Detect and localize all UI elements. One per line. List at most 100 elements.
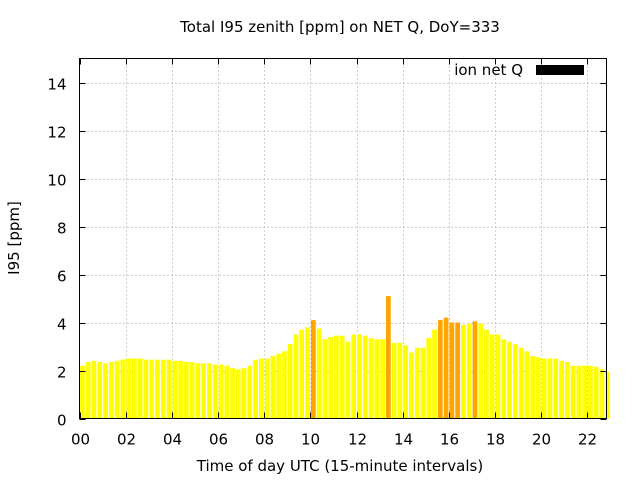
bar — [403, 345, 409, 419]
bar — [564, 362, 570, 419]
bar — [386, 296, 391, 419]
bar — [253, 359, 258, 419]
bar — [282, 351, 287, 419]
bar — [299, 329, 305, 419]
bar — [85, 362, 91, 419]
bar — [328, 336, 334, 419]
y-tick-label: 12 — [47, 124, 66, 142]
x-tick-label: 14 — [394, 431, 413, 449]
bar — [495, 334, 501, 419]
bar — [512, 344, 518, 419]
bar — [362, 335, 368, 419]
y-tick-label: 6 — [57, 268, 67, 286]
bar — [466, 323, 472, 419]
y-axis-label: I95 [ppm] — [5, 201, 23, 275]
y-tick-label: 2 — [57, 364, 67, 382]
bar — [212, 364, 218, 419]
legend-label: ion net Q — [454, 61, 523, 79]
bar — [547, 358, 553, 419]
bar — [218, 364, 224, 419]
bar — [322, 339, 328, 419]
bar — [368, 338, 374, 419]
x-tick-label: 00 — [71, 431, 90, 449]
x-tick-label: 10 — [301, 431, 320, 449]
bar — [189, 362, 195, 419]
bar — [334, 335, 339, 419]
bar — [201, 363, 207, 419]
bar — [293, 334, 299, 419]
y-tick-label: 0 — [57, 412, 67, 430]
grid-lines — [79, 58, 607, 419]
bar — [137, 358, 143, 419]
bar — [541, 358, 547, 419]
bar — [114, 360, 120, 419]
bar — [443, 317, 449, 419]
bar — [559, 360, 564, 419]
bar — [536, 357, 541, 419]
bar — [605, 371, 611, 419]
bar — [120, 359, 126, 419]
plot-frame — [79, 58, 607, 419]
x-tick-label: 18 — [486, 431, 505, 449]
x-tick-labels: 00 02 04 06 08 10 12 14 16 18 20 22 — [71, 431, 597, 449]
bar — [103, 363, 108, 419]
y-tick-label: 10 — [47, 172, 66, 190]
x-tick-label: 02 — [117, 431, 136, 449]
chart-title: Total I95 zenith [ppm] on NET Q, DoY=333 — [179, 18, 500, 36]
bar — [588, 365, 593, 419]
bar — [489, 334, 495, 419]
bar — [241, 368, 247, 419]
bar — [553, 358, 559, 419]
bar — [247, 365, 253, 419]
bar — [461, 324, 466, 419]
bar — [530, 356, 536, 419]
x-tick-label: 16 — [440, 431, 459, 449]
bar — [374, 339, 380, 419]
bar — [235, 369, 241, 419]
bar — [80, 365, 85, 419]
y-tick-labels: 0 2 4 6 8 10 12 14 — [47, 76, 66, 430]
bar — [593, 366, 599, 419]
bar — [259, 358, 264, 419]
bar — [414, 347, 420, 419]
bar — [570, 365, 576, 419]
legend-swatch — [536, 65, 584, 75]
bar — [305, 327, 310, 419]
bar — [380, 339, 385, 419]
bar — [426, 338, 432, 419]
bar — [449, 322, 455, 419]
x-tick-label: 06 — [209, 431, 228, 449]
bar — [230, 368, 235, 419]
bar — [166, 359, 172, 419]
bar — [345, 341, 351, 419]
bar — [183, 362, 189, 419]
x-tick-label: 04 — [163, 431, 182, 449]
bar — [172, 360, 178, 419]
bar — [397, 342, 403, 419]
bar — [339, 335, 345, 419]
x-tick-label: 12 — [348, 431, 367, 449]
bar — [108, 362, 114, 419]
bar — [160, 359, 166, 419]
bar — [351, 334, 357, 419]
bar — [420, 347, 426, 419]
bar — [149, 359, 155, 419]
bar — [484, 329, 489, 419]
bar — [287, 344, 293, 419]
y-tick-label: 4 — [57, 316, 67, 334]
axis-ticks — [79, 58, 607, 420]
bar — [126, 358, 131, 419]
x-tick-label: 20 — [532, 431, 551, 449]
bar — [91, 360, 97, 419]
bars — [80, 296, 611, 419]
bar — [132, 358, 137, 419]
bar — [576, 365, 582, 419]
bar — [178, 360, 183, 419]
bar — [472, 321, 478, 419]
bar — [270, 356, 276, 419]
bar — [310, 320, 316, 419]
legend: ion net Q — [454, 61, 584, 79]
bar — [507, 341, 512, 419]
y-tick-label: 14 — [47, 76, 66, 94]
